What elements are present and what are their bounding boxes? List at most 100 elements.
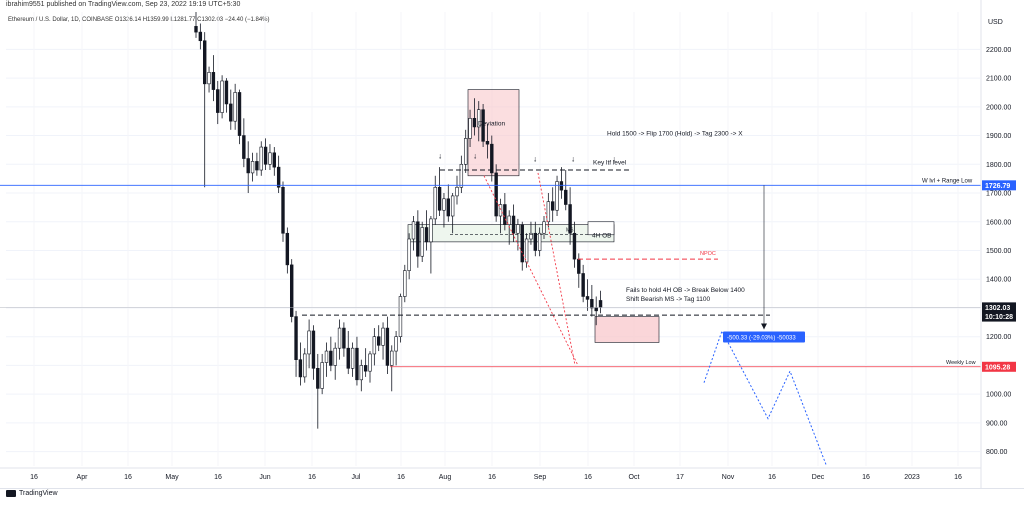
price-tick-label: 900.00	[986, 420, 1008, 427]
candle-body	[420, 227, 424, 257]
candle-body	[229, 103, 233, 122]
candle-body	[329, 350, 333, 366]
candle-body	[516, 224, 520, 234]
candle-body	[285, 232, 290, 266]
target-box	[594, 316, 660, 343]
candle-body	[350, 347, 355, 369]
candle-body	[359, 365, 363, 381]
candle-body	[437, 186, 442, 211]
candle-body	[559, 181, 564, 191]
candle-body	[416, 221, 420, 257]
price-tick-label: 2000.00	[986, 104, 1011, 111]
time-tick-label: Apr	[77, 474, 89, 481]
measure-arrowhead	[761, 323, 767, 330]
time-tick-label: Oct	[629, 474, 640, 481]
candle-body	[385, 327, 390, 366]
candle-body	[542, 221, 546, 234]
price-tick-label: 2100.00	[986, 76, 1011, 83]
deviation-box	[467, 89, 520, 177]
hold-plan-text: Hold 1500 -> Flip 1700 (Hold) -> Tag 230…	[607, 131, 743, 138]
price-tick-label: 1900.00	[986, 133, 1011, 140]
break-note-1: Fails to hold 4H OB -> Break Below 1400	[626, 287, 745, 294]
candle-body	[381, 327, 385, 346]
time-tick-label: 16	[584, 474, 592, 481]
time-tick-label: 17	[676, 474, 684, 481]
down-arrow-marker: ↓	[571, 154, 575, 163]
candle-body	[311, 330, 316, 369]
candle-body	[198, 31, 203, 42]
time-tick-label: 16	[308, 474, 316, 481]
price-badge	[982, 180, 1016, 191]
tradingview-logo-icon	[6, 490, 16, 497]
deviation-label: Deviation	[478, 121, 505, 128]
candle-body	[403, 270, 407, 297]
candle-body	[398, 296, 403, 337]
bearish-path-2	[537, 172, 576, 366]
price-badge-label: 1726.79	[985, 183, 1010, 190]
measure-label: -500.33 (-29.03%) -50033	[727, 336, 796, 342]
time-tick-label: Nov	[722, 474, 735, 481]
candle-body	[485, 141, 490, 145]
candle-body	[259, 146, 263, 171]
price-tick-label: 1500.00	[986, 248, 1011, 255]
time-tick-label: 16	[862, 474, 870, 481]
price-axis: 800.00900.001000.001100.001200.001300.00…	[980, 0, 1016, 488]
time-tick-label: Jul	[352, 474, 361, 481]
price-badge	[982, 311, 1016, 322]
candle-body	[577, 258, 581, 274]
down-arrow-marker: ↓	[533, 154, 537, 163]
time-tick-label: 16	[954, 474, 962, 481]
candle-body	[246, 158, 250, 174]
time-axis: 16 Apr 16 May 16 Jun 16 Jul 16 Aug 16 Sep 16 Oct 17 Nov…	[0, 467, 981, 481]
time-tick-label: May	[165, 474, 179, 481]
measure-badge	[723, 331, 805, 343]
candle-body	[520, 224, 524, 263]
npoc-label: NPOC	[700, 251, 716, 257]
candle-body	[598, 300, 603, 308]
time-tick-label: 16	[768, 474, 776, 481]
annotation-overlays	[407, 89, 660, 343]
symbol-legend[interactable]: Ethereum / U.S. Dollar, 1D, COINBASE O13…	[8, 17, 270, 23]
candle-body	[555, 181, 559, 211]
candle-body	[490, 143, 494, 174]
candle-body	[537, 232, 542, 251]
time-tick-label: 16	[30, 474, 38, 481]
candle-body	[581, 273, 585, 297]
candle-body	[289, 264, 294, 317]
candle-body	[316, 368, 320, 389]
candle-body	[472, 118, 477, 128]
ob-label-box	[587, 221, 615, 236]
price-tick-label: 1400.00	[986, 277, 1011, 284]
tradingview-logo[interactable]: TradingView	[6, 490, 58, 497]
tradingview-brand: TradingView	[19, 490, 58, 497]
time-tick-label: Sep	[534, 474, 547, 481]
candle-body	[324, 350, 329, 363]
candle-body	[276, 166, 281, 188]
time-tick-label: 16	[488, 474, 496, 481]
candle-body	[346, 347, 350, 369]
candle-body	[585, 296, 590, 300]
price-tick-label: 1700.00	[986, 191, 1011, 198]
candle-body	[568, 204, 572, 234]
candle-body	[250, 161, 255, 174]
candle-body	[390, 350, 394, 366]
candle-body	[203, 40, 207, 85]
candle-body	[207, 72, 211, 85]
time-tick-label: 2023	[904, 474, 920, 481]
candle-body	[429, 218, 433, 243]
candle-body	[481, 109, 485, 142]
candle-body	[498, 204, 503, 217]
time-tick-label: 16	[214, 474, 222, 481]
candle-body	[463, 138, 468, 165]
candle-body	[242, 135, 246, 159]
time-tick-label: Jun	[259, 474, 270, 481]
candle-body	[237, 92, 242, 136]
down-arrow-marker: ↓	[438, 152, 442, 161]
publish-info: ibrahim9551 published on TradingView.com…	[6, 1, 241, 8]
price-tick-label: 1800.00	[986, 162, 1011, 169]
candle-body	[368, 353, 372, 372]
candle-body	[450, 195, 455, 217]
price-tick-label: 1200.00	[986, 334, 1011, 341]
